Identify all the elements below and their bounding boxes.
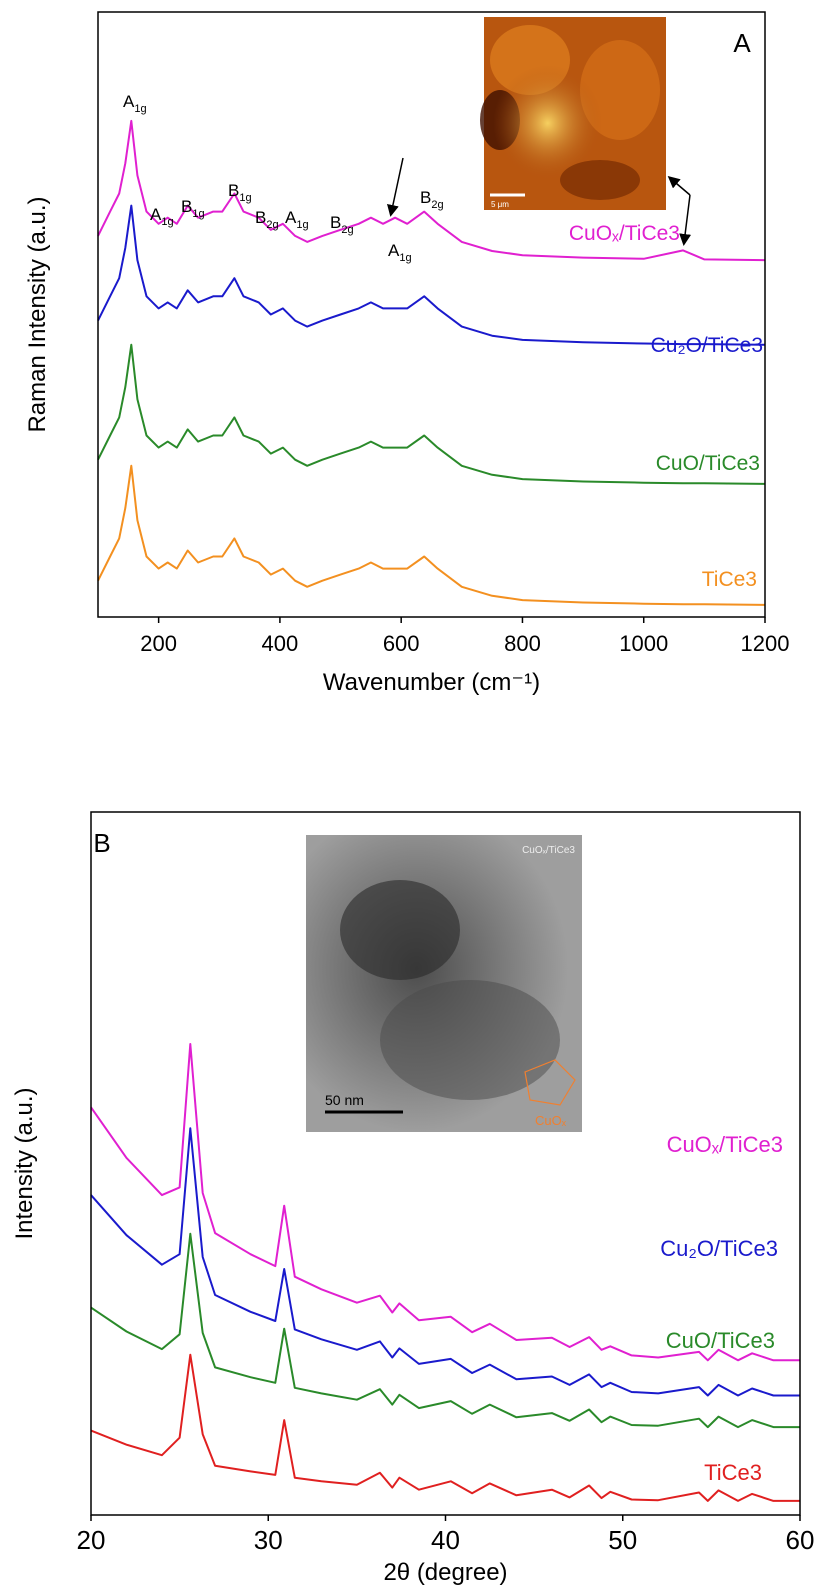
peak-subscript: 2g [341, 224, 353, 236]
inset-label: CuOₓ [535, 1113, 567, 1128]
peak-annotation: A1g [123, 92, 147, 115]
peak-symbol: B [228, 181, 239, 200]
peak-subscript: 1g [296, 219, 308, 231]
inset-image-b [306, 835, 582, 1132]
x-axis-title: 2θ (degree) [383, 1559, 507, 1586]
x-tick-label: 20 [77, 1525, 106, 1555]
x-tick-label: 600 [383, 631, 420, 656]
figure: CuOₓ/TiCe3 Cu₂O/TiCe3 CuO/TiCe3 TiCe3 200 400… [0, 0, 833, 1591]
series-label: Cu₂O/TiCe3 [660, 1236, 778, 1261]
spectrum-line [98, 466, 765, 605]
x-tick-label: 200 [140, 631, 177, 656]
spectrum-line [91, 1128, 800, 1395]
arrow [684, 195, 690, 243]
peak-subscript: 2g [266, 219, 278, 231]
inset-label: CuOₓ/TiCe3 [522, 845, 575, 856]
peak-symbol: A [285, 208, 297, 227]
peak-subscript: 1g [192, 208, 204, 220]
peak-symbol: A [123, 92, 135, 111]
peak-symbol: B [181, 197, 192, 216]
x-axis-title: Wavenumber (cm⁻¹) [323, 669, 540, 696]
y-axis-title: Raman Intensity (a.u.) [24, 196, 51, 432]
series-label: Cu₂O/TiCe3 [651, 334, 763, 357]
panel-label: B [93, 828, 110, 858]
x-tick-label: 60 [786, 1525, 815, 1555]
x-tick-label: 40 [431, 1525, 460, 1555]
x-tick-label: 400 [262, 631, 299, 656]
x-tick-label: 800 [504, 631, 541, 656]
peak-subscript: 2g [431, 199, 443, 211]
peak-subscript: 1g [134, 103, 146, 115]
series-label: CuOₓ/TiCe3 [667, 1132, 783, 1157]
inset-image-a [480, 17, 666, 210]
peak-annotation: A1g [388, 241, 412, 264]
series-label: TiCe3 [702, 568, 757, 591]
x-tick-label: 1200 [741, 631, 790, 656]
peak-annotation: A1g [150, 205, 174, 228]
peak-annotation: B1g [181, 197, 205, 220]
spectrum-line [91, 1355, 800, 1501]
peak-annotation: B2g [420, 188, 444, 211]
x-tick-label: 1000 [619, 631, 668, 656]
arrow [670, 178, 690, 195]
x-tick-label: 50 [608, 1525, 637, 1555]
peak-symbol: B [420, 188, 431, 207]
series-label: CuO/TiCe3 [656, 452, 760, 475]
series-label: TiCe3 [704, 1460, 762, 1485]
inset-label: 5 μm [491, 200, 509, 209]
peak-symbol: A [150, 205, 162, 224]
peak-symbol: B [330, 213, 341, 232]
peak-symbol: B [255, 208, 266, 227]
peak-annotation: B1g [228, 181, 252, 204]
panel-label: A [733, 28, 751, 58]
peak-subscript: 1g [399, 252, 411, 264]
series-label: CuOₓ/TiCe3 [569, 222, 680, 245]
series-label: CuO/TiCe3 [666, 1328, 775, 1353]
peak-symbol: A [388, 241, 400, 260]
peak-annotation: A1g [285, 208, 309, 231]
arrow [391, 158, 403, 214]
peak-subscript: 1g [161, 216, 173, 228]
peak-annotation: B2g [255, 208, 279, 231]
x-tick-label: 30 [254, 1525, 283, 1555]
y-axis-title: Intensity (a.u.) [11, 1087, 38, 1239]
page: CuOₓ/TiCe3 Cu₂O/TiCe3 CuO/TiCe3 TiCe3 200 400… [0, 0, 833, 1591]
peak-subscript: 1g [239, 192, 251, 204]
inset-label: 50 nm [325, 1092, 364, 1108]
